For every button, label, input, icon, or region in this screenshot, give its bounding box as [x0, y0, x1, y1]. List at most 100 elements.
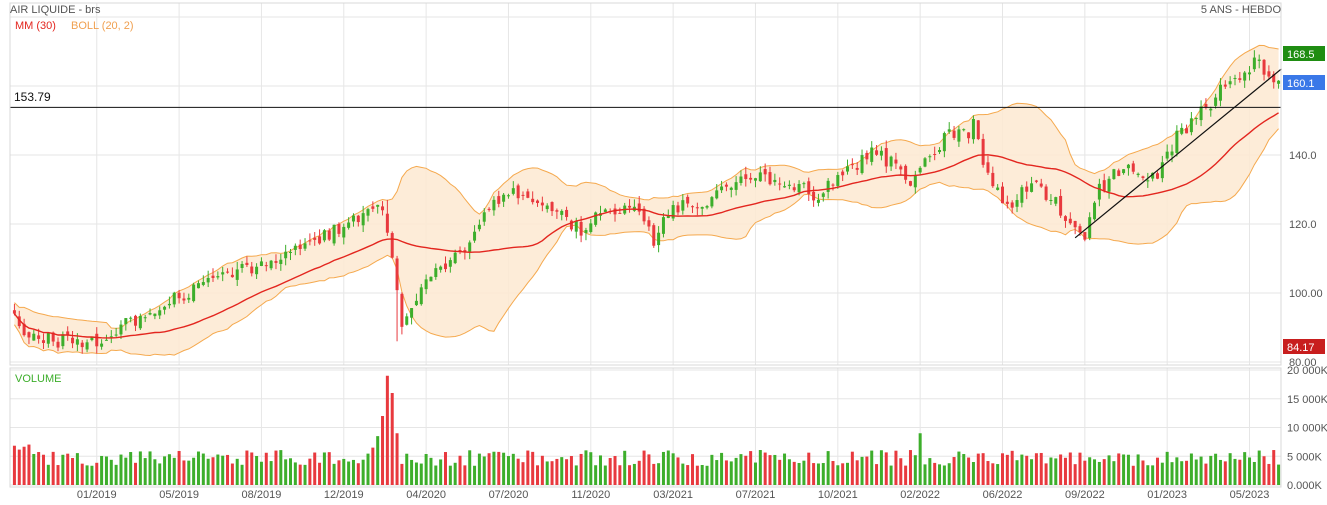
candle-body — [947, 129, 951, 132]
volume-bar — [1005, 454, 1009, 485]
volume-bar — [608, 458, 612, 485]
ma-value-label: 160.1 — [1283, 75, 1325, 90]
volume-tick-label: 0.000K — [1287, 480, 1323, 492]
price-tick-label: 120.0 — [1289, 219, 1317, 231]
volume-bar — [337, 460, 341, 485]
candle-body — [855, 167, 859, 170]
candle-body — [443, 263, 447, 270]
candle — [356, 214, 360, 227]
candle — [821, 192, 825, 202]
legend-ma[interactable]: MM (30) — [15, 20, 56, 32]
candle — [676, 201, 680, 216]
volume-bar — [37, 452, 41, 485]
volume-bar — [661, 451, 665, 485]
volume-bar — [468, 450, 472, 485]
volume-bar — [545, 461, 549, 485]
candle — [870, 141, 874, 166]
candle-body — [322, 230, 326, 241]
candle — [836, 171, 840, 189]
volume-tick-label: 10 000K — [1287, 423, 1327, 435]
volume-bar — [681, 463, 685, 485]
legend-boll[interactable]: BOLL (20, 2) — [71, 20, 134, 32]
svg-text:84.17: 84.17 — [1287, 342, 1315, 354]
candle — [424, 274, 428, 295]
candle-body — [143, 317, 147, 319]
volume-bar — [429, 457, 433, 485]
date-tick-label: 04/2020 — [406, 489, 446, 501]
candle-body — [337, 224, 341, 234]
volume-bar — [1267, 463, 1271, 485]
candle — [259, 257, 263, 267]
volume-bar — [279, 450, 283, 485]
candle-body — [487, 208, 491, 210]
horizontal-line-label: 153.79 — [14, 90, 51, 104]
candle — [996, 184, 1000, 191]
candle — [167, 296, 171, 309]
candle-body — [594, 212, 598, 225]
candle-body — [603, 209, 607, 212]
candle — [313, 232, 317, 246]
volume-bar — [390, 393, 394, 485]
low-price-label: 84.17 — [1283, 339, 1325, 354]
price-panel-frame — [9, 2, 1282, 366]
candle-body — [434, 268, 438, 278]
trend-line — [1074, 68, 1282, 239]
volume-bar — [327, 452, 331, 485]
candle — [477, 219, 481, 232]
candle — [95, 327, 99, 354]
volume-bar — [259, 461, 263, 485]
candle — [289, 248, 293, 261]
candle-body — [1000, 186, 1004, 204]
volume-bar — [618, 465, 622, 485]
volume-bar — [1238, 459, 1242, 485]
candle — [351, 213, 355, 227]
candle-body — [686, 196, 690, 204]
volume-bar — [463, 465, 467, 485]
svg-text:168.5: 168.5 — [1287, 49, 1315, 61]
candle-body — [230, 274, 234, 278]
candle — [768, 166, 772, 186]
candle-body — [637, 203, 641, 212]
volume-bar — [167, 454, 171, 485]
volume-bar — [90, 465, 94, 485]
volume-bar — [904, 465, 908, 485]
volume-bar — [158, 463, 162, 485]
candle-body — [1165, 151, 1169, 159]
candle — [511, 181, 515, 196]
candle-body — [109, 336, 113, 338]
volume-bar — [826, 451, 830, 485]
volume-bar — [502, 452, 506, 485]
candle — [666, 209, 670, 219]
candle-body — [1005, 201, 1009, 204]
candle — [584, 227, 588, 241]
candle — [1107, 176, 1111, 199]
volume-bar — [908, 450, 912, 485]
candle — [1063, 215, 1067, 228]
candle — [1189, 111, 1193, 136]
candle-body — [95, 333, 99, 347]
candle — [138, 313, 142, 330]
candle — [1262, 59, 1266, 81]
candle — [250, 261, 254, 277]
volume-bar — [66, 453, 70, 485]
candle — [143, 314, 147, 323]
candle — [487, 207, 491, 212]
volume-bar — [1218, 459, 1222, 485]
volume-bar — [100, 455, 104, 485]
candle — [749, 172, 753, 184]
candle — [405, 313, 409, 326]
candle-body — [618, 212, 622, 214]
volume-bar — [473, 465, 477, 485]
candle — [657, 226, 661, 253]
candle-body — [211, 275, 215, 278]
candle — [1122, 168, 1126, 175]
volume-bar — [516, 458, 520, 485]
candle-body — [1049, 199, 1053, 201]
volume-bar — [366, 453, 370, 485]
candle — [971, 115, 975, 144]
candle — [129, 316, 133, 323]
candle — [1030, 176, 1034, 193]
date-tick-label: 03/2021 — [653, 489, 693, 501]
legend-volume[interactable]: VOLUME — [15, 373, 61, 385]
